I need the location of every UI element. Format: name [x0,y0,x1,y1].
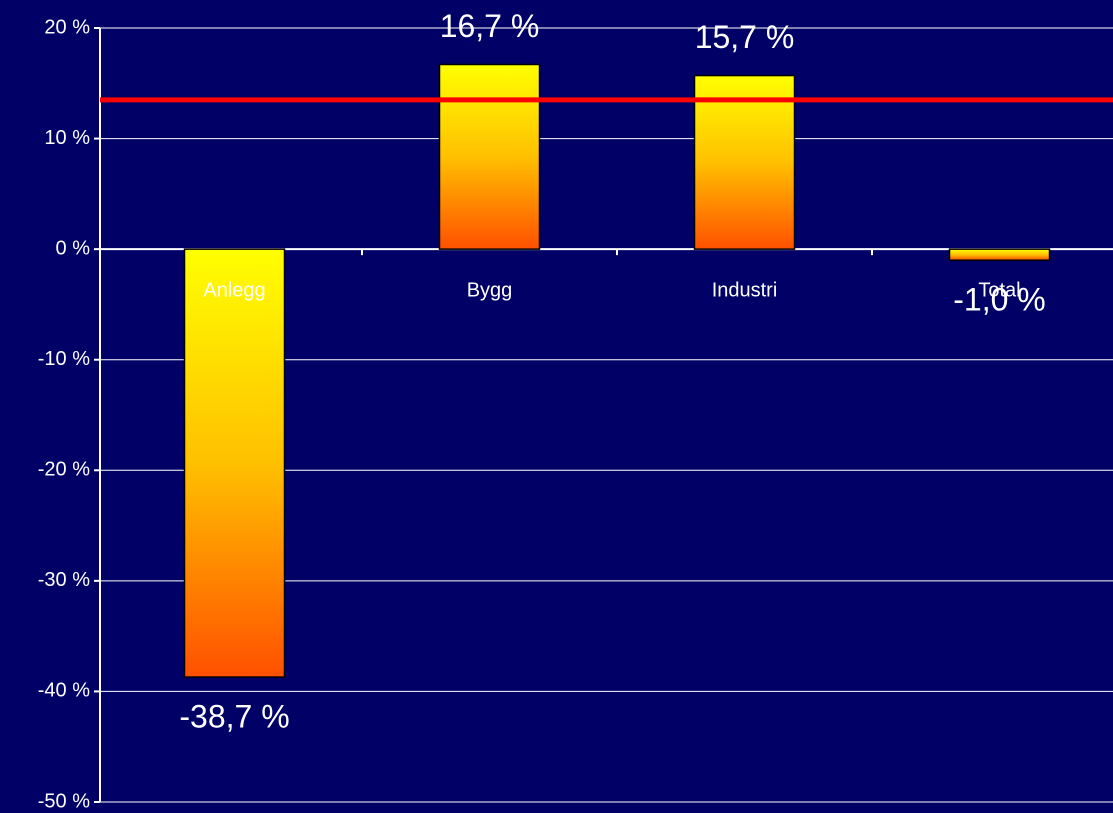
y-tick-label: -20 % [38,459,90,481]
y-tick-label: 10 % [44,127,90,149]
x-tick-label: Total [978,279,1020,301]
y-tick-label: 0 % [56,237,91,259]
value-label: 15,7 % [695,19,795,55]
value-label: -38,7 % [179,699,289,735]
y-tick-label: -30 % [38,569,90,591]
value-label: -1,0 % [953,282,1045,318]
bar [183,248,286,678]
y-tick-label: 20 % [44,16,90,38]
bar [948,248,1051,261]
y-tick-label: -40 % [38,680,90,702]
x-tick-label: Industri [712,279,778,301]
y-tick-label: -50 % [38,790,90,812]
y-tick-label: -10 % [38,348,90,370]
bar [693,74,796,250]
x-tick-label: Bygg [467,279,513,301]
bar [438,63,541,250]
x-tick-label: Anlegg [203,279,265,301]
value-label: 16,7 % [440,8,540,44]
